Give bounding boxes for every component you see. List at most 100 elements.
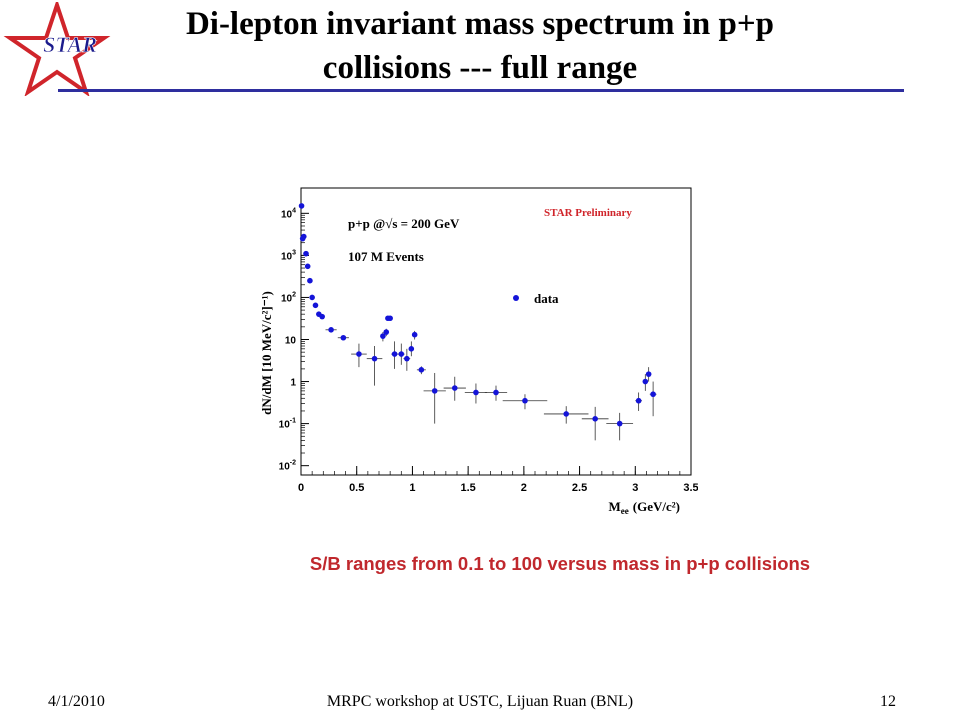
data-point-21: [408, 341, 415, 357]
data-point-10: [325, 327, 337, 333]
data-point-17: [387, 315, 393, 322]
footer-date: 4/1/2010: [48, 693, 105, 710]
data-points: [298, 203, 657, 441]
data-marker: [473, 389, 479, 396]
data-marker: [319, 313, 325, 320]
data-marker: [650, 391, 656, 398]
x-axis-label-unit: (GeV/c²): [633, 499, 680, 514]
x-tick-label-1: 0.5: [349, 482, 364, 494]
data-point-24: [423, 372, 446, 424]
data-point-25: [443, 376, 466, 401]
data-marker: [645, 371, 652, 377]
data-point-22: [411, 330, 418, 340]
data-marker: [303, 250, 309, 257]
data-marker: [371, 355, 378, 362]
y-axis-label: dN/dM [10 MeV/c²]⁻¹): [259, 291, 274, 415]
data-point-32: [635, 392, 642, 411]
footer-page-number: 12: [880, 693, 896, 710]
data-marker: [383, 329, 390, 335]
annotation-events: 107 M Events: [348, 249, 424, 264]
y-tick-label-5: 103: [281, 249, 296, 262]
data-point-29: [543, 406, 589, 424]
data-point-23: [416, 366, 426, 375]
star-logo-text: STAR: [43, 32, 97, 57]
data-point-3: [303, 250, 309, 257]
data-point-7: [312, 302, 319, 309]
data-marker: [298, 203, 305, 209]
annotation-preliminary: STAR Preliminary: [544, 207, 632, 219]
y-tick-label-2: 1: [290, 378, 296, 389]
data-point-28: [502, 394, 548, 410]
data-point-19: [397, 343, 405, 365]
data-marker: [300, 233, 307, 240]
data-marker: [356, 351, 362, 357]
data-marker: [304, 263, 311, 270]
data-marker: [451, 385, 458, 391]
data-marker: [411, 331, 418, 338]
x-tick-label-3: 1.5: [460, 482, 475, 494]
data-point-9: [319, 313, 325, 320]
data-marker: [616, 420, 623, 427]
x-axis-label-main: M: [609, 499, 621, 514]
data-marker: [309, 294, 315, 301]
data-point-35: [649, 381, 657, 417]
data-point-11: [337, 334, 349, 341]
y-tick-label-0: 10-2: [279, 460, 296, 473]
data-marker: [398, 351, 405, 357]
data-marker: [380, 333, 386, 339]
data-marker: [404, 355, 410, 362]
data-point-2: [300, 233, 307, 240]
y-tick-label-1: 10-1: [279, 418, 296, 431]
data-point-30: [581, 406, 609, 441]
data-marker: [340, 334, 347, 341]
star-logo-outline: [3, 2, 111, 96]
data-point-5: [307, 277, 313, 284]
legend-marker: [513, 295, 519, 301]
data-point-4: [304, 263, 311, 270]
data-marker: [418, 367, 425, 373]
data-point-33: [642, 374, 649, 391]
y-tick-label-6: 104: [281, 207, 296, 220]
data-marker: [431, 388, 438, 394]
plot-frame: [300, 187, 692, 476]
data-marker: [592, 416, 598, 422]
data-marker: [391, 351, 398, 357]
data-point-34: [645, 367, 652, 382]
data-marker: [563, 411, 569, 417]
data-point-6: [309, 294, 315, 301]
legend-label: data: [534, 291, 559, 306]
data-point-20: [403, 348, 411, 371]
star-logo: STAR: [3, 2, 111, 96]
x-tick-label-0: 0: [298, 482, 304, 494]
summary-note: S/B ranges from 0.1 to 100 versus mass i…: [309, 553, 811, 574]
data-marker: [328, 327, 334, 333]
data-point-26: [464, 383, 488, 404]
x-tick-label-6: 3: [632, 482, 638, 494]
annotation-system: p+p @√s = 200 GeV: [348, 216, 460, 231]
y-axis-ticks: 10-2 10-1 1 10 102 103 104: [279, 207, 309, 473]
y-tick-label-3: 10: [285, 335, 297, 346]
data-point-31: [606, 412, 634, 441]
x-axis-label: Mee (GeV/c²): [609, 499, 681, 515]
x-axis-label-sub: ee: [621, 506, 629, 515]
slide-title: Di-lepton invariant mass spectrum in p+p…: [120, 2, 840, 90]
data-marker: [493, 389, 499, 396]
data-marker: [522, 397, 528, 404]
slide-title-line-2: collisions --- full range: [322, 50, 638, 86]
y-tick-label-4: 102: [281, 291, 296, 304]
footer-presentation-info: MRPC workshop at USTC, Lijuan Ruan (BNL): [326, 693, 634, 710]
data-marker: [312, 302, 319, 309]
data-point-14: [380, 332, 386, 342]
x-tick-label-5: 2.5: [572, 482, 587, 494]
data-point-0: [298, 203, 305, 209]
title-underline: [58, 89, 904, 92]
data-point-18: [391, 341, 398, 369]
dilepton-mass-chart: 10-2 10-1 1 10 102 103 104 0 0.5 1 1.5 2 2.5 3 3.5 dN…: [259, 187, 698, 515]
slide-title-line-1: Di-lepton invariant mass spectrum in p+p: [185, 6, 775, 42]
data-marker: [387, 315, 393, 322]
x-tick-label-2: 1: [409, 482, 415, 494]
data-marker: [642, 378, 649, 385]
x-axis-ticks: 0 0.5 1 1.5 2 2.5 3 3.5: [298, 466, 698, 494]
data-marker: [635, 397, 642, 404]
data-point-27: [484, 385, 508, 401]
